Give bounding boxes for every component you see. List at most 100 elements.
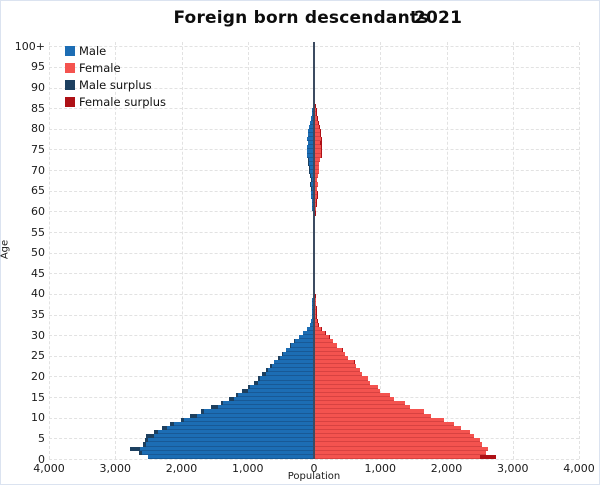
- bar-male-age-5: [146, 434, 314, 439]
- bar-male-age-65: [310, 186, 314, 191]
- bar-male-age-76: [307, 141, 314, 146]
- y-tick-label: 65: [31, 184, 45, 198]
- bar-female-age-10: [314, 413, 431, 418]
- legend-item-male-surplus: Male surplus: [65, 76, 166, 93]
- bar-female-age-22: [314, 364, 357, 369]
- legend-item-female-surplus: Female surplus: [65, 93, 166, 110]
- bar-male-surplus-age-15: [235, 392, 238, 398]
- bar-male-age-72: [307, 157, 314, 162]
- bar-female-age-73: [314, 153, 322, 158]
- bar-male-surplus-age-3: [143, 442, 146, 447]
- bar-female-age-24: [314, 355, 349, 360]
- bar-female-age-44: [314, 273, 316, 278]
- bar-female-age-21: [314, 368, 361, 373]
- bar-male-age-79: [308, 128, 314, 133]
- chart-year-label: 2021: [414, 8, 463, 28]
- bar-male-surplus-age-4: [145, 438, 149, 443]
- bar-female-age-25: [314, 351, 346, 356]
- bar-female-age-7: [314, 425, 462, 431]
- bar-female-age-60: [314, 207, 316, 212]
- y-tick-label: 80: [31, 122, 45, 136]
- bar-male-surplus-age-24: [278, 355, 280, 360]
- bar-male-age-38: [312, 298, 314, 303]
- female-surplus-swatch-icon: [65, 96, 75, 107]
- bar-female-age-40: [314, 289, 316, 294]
- bar-male-surplus-age-12: [211, 405, 218, 410]
- bar-male-age-4: [145, 438, 314, 443]
- bar-male-age-63: [311, 194, 314, 199]
- bar-male-surplus-age-18: [253, 380, 258, 385]
- bar-female-surplus-age-75: [320, 145, 322, 150]
- bar-male-surplus-age-8: [170, 421, 174, 426]
- bar-male-surplus-age-7: [161, 425, 167, 431]
- y-tick-label: 15: [31, 390, 45, 404]
- gridline-horizontal: [49, 459, 579, 460]
- legend-label: Male: [79, 43, 107, 58]
- bar-female-age-66: [314, 182, 318, 187]
- bar-female-age-2: [314, 446, 488, 451]
- bar-male-age-77: [307, 137, 314, 142]
- x-tick-label: 3,000: [497, 462, 529, 475]
- bar-female-age-13: [314, 401, 406, 406]
- y-tick-label: 75: [31, 142, 45, 156]
- female-swatch-icon: [65, 62, 75, 73]
- legend: Male Female Male surplus Female surplus: [65, 42, 166, 110]
- bar-female-age-76: [314, 141, 323, 146]
- bar-male-surplus-age-9: [180, 417, 185, 422]
- bar-male-age-59: [312, 211, 314, 216]
- bar-male-age-73: [307, 153, 314, 158]
- bar-male-surplus-age-17: [248, 384, 250, 389]
- bar-female-age-62: [314, 198, 317, 204]
- bar-male-age-2: [130, 446, 314, 451]
- y-axis-title: Age: [0, 239, 11, 260]
- bar-male-age-40: [312, 289, 314, 294]
- bar-female-age-67: [314, 178, 318, 183]
- bar-male-surplus-age-22: [270, 364, 272, 369]
- bar-female-age-41: [314, 285, 316, 290]
- bar-male-age-39: [312, 293, 314, 299]
- bar-female-age-8: [314, 421, 455, 426]
- bar-female-age-23: [314, 359, 355, 365]
- bar-male-surplus-age-6: [154, 430, 158, 435]
- y-tick-label: 0: [38, 452, 45, 466]
- bar-male-age-33: [311, 318, 314, 323]
- bar-female-age-75: [314, 145, 322, 150]
- bar-female-age-5: [314, 434, 475, 439]
- y-tick-label: 70: [31, 163, 45, 177]
- bar-male-age-28: [294, 339, 314, 344]
- bar-female-age-30: [314, 331, 325, 336]
- y-tick-label: 10: [31, 411, 45, 425]
- bar-female-age-81: [314, 120, 318, 125]
- bar-female-surplus-age-26: [341, 347, 343, 352]
- bar-male-surplus-age-25: [282, 351, 283, 356]
- bar-female-age-29: [314, 335, 330, 340]
- gridline-vertical: [579, 42, 580, 459]
- bar-female-age-26: [314, 347, 343, 352]
- bar-female-surplus-age-0: [480, 454, 497, 459]
- bar-female-age-68: [314, 174, 318, 179]
- bar-male-surplus-age-21: [266, 368, 268, 373]
- gridline-vertical: [446, 42, 448, 459]
- y-tick-label: 100+: [14, 39, 45, 53]
- bar-female-age-71: [314, 161, 320, 166]
- bar-female-age-15: [314, 392, 391, 398]
- legend-label: Female: [79, 60, 121, 75]
- bar-female-age-20: [314, 372, 362, 377]
- x-tick-label: 1,000: [364, 462, 397, 475]
- bar-male-age-80: [309, 124, 314, 129]
- bar-male-age-85: [312, 104, 314, 109]
- bar-male-age-75: [307, 145, 314, 150]
- bar-female-age-58: [314, 215, 316, 220]
- gridline-vertical: [247, 42, 249, 459]
- bar-male-age-67: [310, 178, 314, 183]
- bar-male-age-78: [307, 132, 314, 138]
- bar-male-age-27: [290, 343, 314, 348]
- bar-male-age-68: [309, 174, 314, 179]
- bar-male-surplus-age-16: [242, 388, 248, 393]
- bar-female-surplus-age-77: [320, 137, 322, 142]
- x-tick-label: 2,000: [430, 462, 463, 475]
- bar-female-age-77: [314, 137, 322, 142]
- bar-male-age-31: [307, 326, 314, 332]
- y-tick-label: 40: [31, 287, 45, 301]
- bar-male-age-69: [309, 170, 314, 175]
